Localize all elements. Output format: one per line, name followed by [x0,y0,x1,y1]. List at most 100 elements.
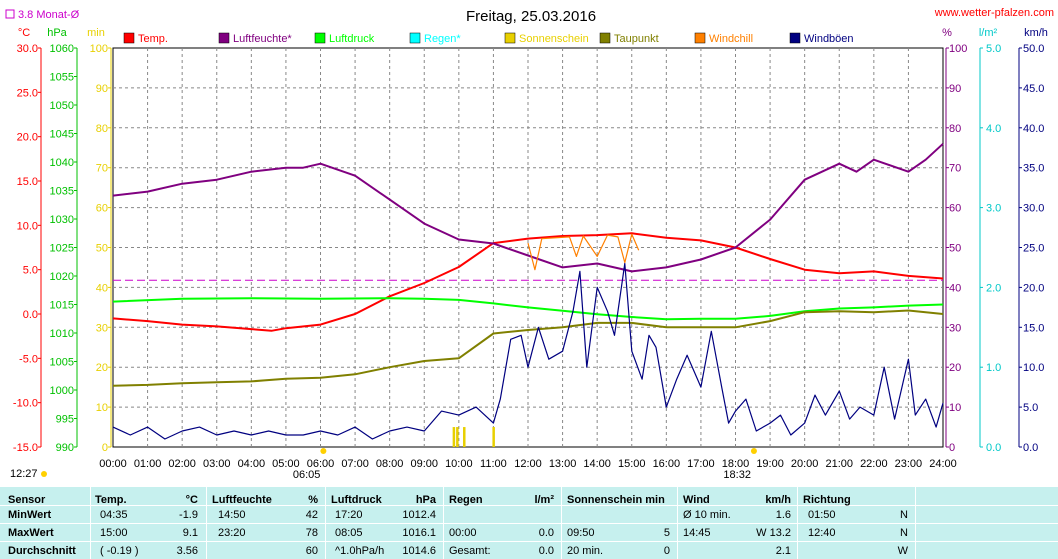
pressure-time: 08:05 [335,527,363,539]
percent-tick-label: 0 [949,442,955,454]
legend-label: Windböen [804,33,854,45]
legend-label: Luftfeuchte* [233,33,292,45]
pressure-value: 1016.1 [402,527,436,539]
percent-tick-label: 100 [949,43,967,55]
sunshine-bar [452,427,456,447]
sun-marker [750,448,757,454]
rain-time: Gesamt: [449,545,491,557]
legend-label: Taupunkt [614,33,659,45]
percent-tick-label: 70 [949,163,961,175]
row-separator [0,505,1058,506]
pressure-time: ^1.0hPa/h [335,545,385,557]
pressure-tick-label: 1050 [50,100,74,112]
wind-time: 14:45 [683,527,711,539]
sunshine-time: 20 min. [567,545,604,557]
header-pressure-unit: hPa [415,494,436,506]
rain-time: 00:00 [449,527,477,539]
wind-value: W 13.2 [756,527,791,539]
direction-value: N [900,527,908,539]
x-tick-label: 05:00 [272,458,300,470]
x-tick-label: 08:00 [376,458,404,470]
minutes-tick-label: 80 [96,123,108,135]
header-rain-unit: l/m² [534,494,554,506]
pressure-tick-label: 1000 [50,385,74,397]
temp-tick-label: -5.0 [19,353,38,365]
wind-value: 1.6 [775,509,791,521]
minutes-tick-label: 100 [90,43,108,55]
rain-value: 0.0 [538,545,554,557]
pressure-value: 1014.6 [402,545,436,557]
header-pressure: Luftdruck [331,494,382,506]
rain-tick-label: 1.0 [986,362,1001,374]
rain-unit-label: l/m² [979,27,998,39]
legend-swatch [694,32,706,44]
minutes-unit-label: min [87,27,105,39]
header-humidity-unit: % [308,494,318,506]
x-tick-label: 17:00 [687,458,715,470]
sunshine-time: 09:50 [567,527,595,539]
legend-label: Temp. [138,33,168,45]
percent-tick-label: 20 [949,362,961,374]
wind-tick-label: 25.0 [1023,243,1044,255]
header-sensor: Sensor [8,494,46,506]
minutes-tick-label: 10 [96,402,108,414]
header-temp-unit: °C [185,494,198,506]
legend-swatch [123,32,135,44]
direction-time: 12:40 [808,527,836,539]
wind-time: Ø 10 min. [683,509,731,521]
header-wind: Wind [683,494,710,506]
pressure-tick-label: 1055 [50,72,74,84]
sun-marker [320,448,327,454]
wind-tick-label: 20.0 [1023,282,1044,294]
legend-label: Sonnenschein [519,33,589,45]
x-tick-label: 03:00 [203,458,231,470]
sun-time-label: 18:32 [723,469,751,481]
temp-tick-label: 20.0 [17,132,38,144]
percent-tick-label: 40 [949,282,961,294]
pressure-tick-label: 1020 [50,271,74,283]
pressure-tick-label: 995 [56,414,74,426]
temp-time: ( -0.19 ) [100,545,139,557]
legend-label: Luftdruck [329,33,375,45]
legend-swatch [599,32,611,44]
legend-swatch [504,32,516,44]
pressure-tick-label: 1060 [50,43,74,55]
temp-tick-label: 10.0 [17,220,38,232]
wind-unit-label: km/h [1024,27,1048,39]
sun-time-label: 06:05 [293,469,321,481]
x-tick-label: 01:00 [134,458,162,470]
sunrise-left-label: 12:27 [10,468,38,480]
humidity-time: 14:50 [218,509,246,521]
series-line-temp [112,232,944,332]
pressure-unit-label: hPa [47,27,67,39]
minutes-tick-label: 40 [96,282,108,294]
sunshine-bar [492,427,495,447]
wind-tick-label: 50.0 [1023,43,1044,55]
temp-value: 9.1 [182,527,198,539]
header-humidity: Luftfeuchte [212,494,272,506]
x-tick-label: 07:00 [341,458,369,470]
header-temp: Temp. [95,494,127,506]
header-rain: Regen [449,494,483,506]
x-tick-label: 00:00 [99,458,127,470]
minutes-tick-label: 90 [96,83,108,95]
x-tick-label: 24:00 [929,458,957,470]
series-line-windchill [527,233,640,271]
x-tick-label: 14:00 [583,458,611,470]
rain-tick-label: 3.0 [986,203,1001,215]
legend-label: Regen* [424,33,461,45]
temp-tick-label: -15.0 [13,442,38,454]
percent-tick-label: 30 [949,322,961,334]
row-separator [0,523,1058,524]
percent-tick-label: 50 [949,243,961,255]
temp-tick-label: 5.0 [23,265,38,277]
source-link[interactable]: www.wetter-pfalzen.com [934,7,1054,19]
legend-label: Windchill [709,33,753,45]
pressure-time: 17:20 [335,509,363,521]
temp-tick-label: 25.0 [17,87,38,99]
temp-tick-label: 15.0 [17,176,38,188]
x-tick-label: 23:00 [895,458,923,470]
wind-tick-label: 5.0 [1023,402,1038,414]
wind-tick-label: 10.0 [1023,362,1044,374]
humidity-time: 23:20 [218,527,246,539]
